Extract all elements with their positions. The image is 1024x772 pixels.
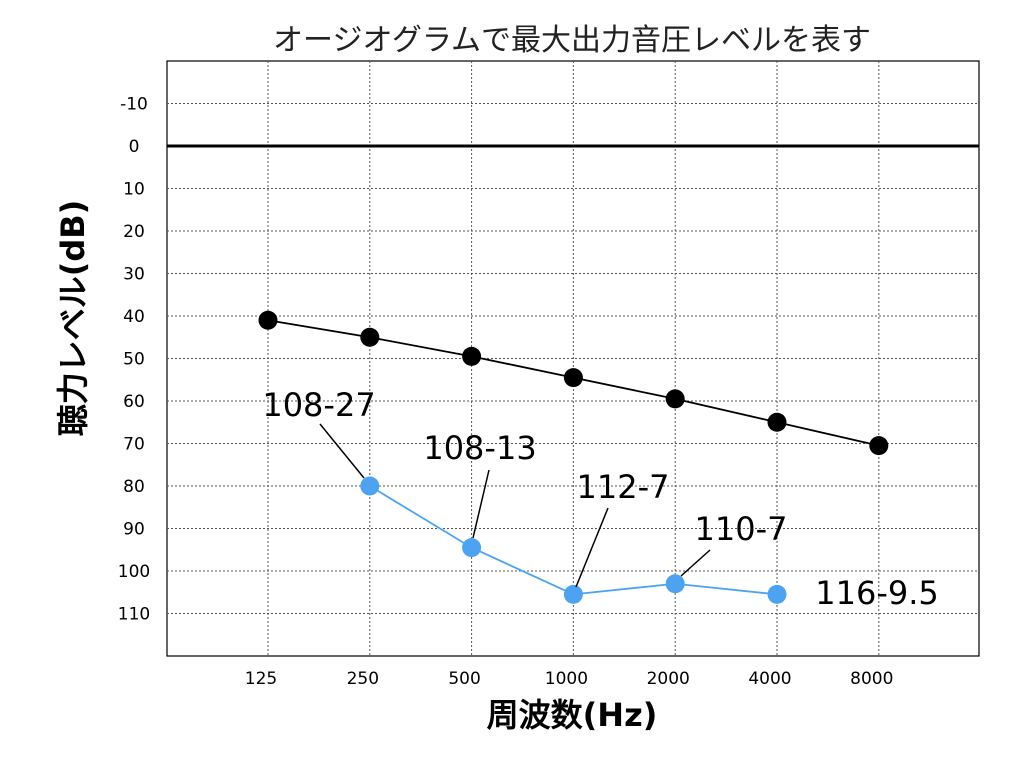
- y-tick-label: 30: [123, 265, 145, 285]
- annotation-leader: [575, 507, 609, 588]
- data-point: [360, 327, 380, 347]
- y-tick-labels: -10 0 10 20 30 40 50 60 70 80 90 100 110: [118, 95, 150, 625]
- data-series: [258, 310, 889, 604]
- annotations: 108-27 108-13 112-7 110-7 116-9.5: [262, 386, 938, 612]
- y-tick-label: 60: [123, 392, 145, 412]
- data-point: [767, 412, 787, 432]
- y-tick-label: 70: [123, 435, 145, 455]
- y-axis-label: 聴力レベル(dB): [54, 200, 92, 437]
- y-tick-label: 80: [123, 477, 145, 497]
- y-tick-label: 40: [123, 307, 145, 327]
- y-tick-label: 90: [123, 520, 145, 540]
- annotation-label: 116-9.5: [815, 574, 939, 612]
- data-point: [767, 584, 787, 604]
- data-point: [462, 346, 482, 366]
- y-tick-label: -10: [120, 95, 148, 115]
- annotation-label: 108-13: [423, 429, 536, 467]
- x-tick-label: 125: [245, 669, 277, 689]
- x-tick-labels: 125 250 500 1000 2000 4000 8000: [245, 669, 894, 689]
- data-point: [869, 436, 889, 456]
- data-point: [563, 368, 583, 388]
- y-tick-label: 110: [118, 605, 150, 625]
- data-point: [665, 574, 685, 594]
- x-tick-label: 2000: [647, 669, 690, 689]
- annotation-label: 112-7: [577, 468, 670, 506]
- annotation-leader: [319, 423, 365, 479]
- annotation-label: 110-7: [695, 510, 788, 548]
- y-tick-label: 10: [123, 180, 145, 200]
- data-point: [462, 538, 482, 558]
- x-tick-label: 250: [347, 669, 379, 689]
- y-tick-label: 100: [118, 562, 150, 582]
- y-tick-label: 50: [123, 350, 145, 370]
- y-tick-label: 20: [123, 222, 145, 242]
- data-point: [258, 310, 278, 330]
- x-axis-label: 周波数(Hz): [487, 696, 658, 734]
- data-point: [360, 476, 380, 496]
- x-tick-label: 8000: [850, 669, 893, 689]
- chart-title: オージオグラムで最大出力音圧レベルを表す: [273, 23, 871, 58]
- annotation-label: 108-27: [262, 386, 375, 424]
- x-tick-label: 500: [448, 669, 480, 689]
- annotation-leader: [472, 469, 490, 539]
- x-tick-label: 1000: [545, 669, 588, 689]
- annotation-leader: [680, 549, 711, 577]
- x-tick-label: 4000: [748, 669, 791, 689]
- data-point: [563, 584, 583, 604]
- y-tick-label: 0: [129, 137, 140, 157]
- data-point: [665, 389, 685, 409]
